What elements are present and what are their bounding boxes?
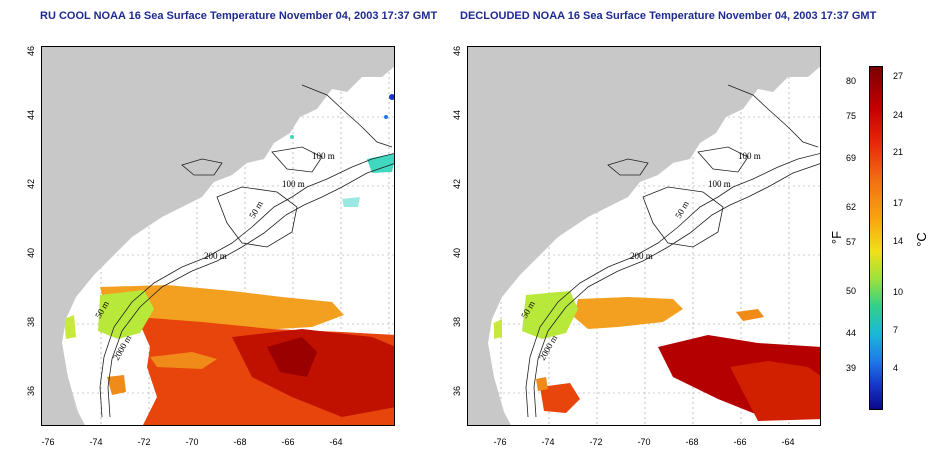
lat-tick: 36 [26,386,36,397]
lat-tick: 42 [452,179,462,190]
lon-tick: -70 [637,437,651,447]
lon-tick: -66 [733,437,747,447]
colorbar-f-tick: 62 [846,202,857,212]
colorbar-f-tick: 80 [846,76,857,86]
unit-celsius: °C [913,232,929,247]
colorbar-f-tick: 50 [846,286,857,296]
land-mass [42,47,394,425]
lat-tick: 40 [452,248,462,259]
temperature-colorbar [869,66,883,410]
colorbar-c-tick: 21 [893,147,904,157]
contour-label-100m-b: 100 m [708,179,731,189]
lon-tick: -72 [589,437,603,447]
sst-map-raw-canvas: 100 m 100 m 50 m 200 m 50 m 2000 m [42,47,394,425]
colorbar-f-tick: 57 [846,237,857,247]
contour-label-50m-a: 50 m [673,199,691,220]
land-island [207,143,272,165]
lon-tick: -74 [89,437,103,447]
contour-label-50m-a: 50 m [247,199,265,220]
sst-data-declouded [494,291,820,421]
lat-tick: 46 [26,46,36,57]
lon-tick: -64 [781,437,795,447]
lat-tick: 40 [26,248,36,259]
lon-tick: -74 [541,437,555,447]
contour-label-200m: 200 m [204,251,227,261]
lon-tick: -72 [137,437,151,447]
land-island [633,143,698,165]
lon-tick: -66 [281,437,295,447]
lat-tick: 46 [452,46,462,57]
colorbar-c-tick: 14 [893,236,904,246]
colorbar-c-tick: 17 [893,198,904,208]
left-map-title: RU COOL NOAA 16 Sea Surface Temperature … [40,10,438,22]
colorbar-f-tick: 44 [846,328,857,338]
sst-data-raw [64,94,394,425]
lat-tick: 38 [26,317,36,328]
contour-label-100m-a: 100 m [312,151,335,161]
sst-map-declouded[interactable]: 100 m 100 m 50 m 200 m 50 m 2000 m [467,46,821,426]
colorbar-f-tick: 39 [846,363,857,373]
unit-fahrenheit: °F [829,230,845,245]
colorbar-c-tick: 7 [893,325,899,335]
colorbar-f-tick: 75 [846,111,857,121]
colorbar-c-tick: 27 [893,71,904,81]
contour-label-2000m: 2000 m [111,333,133,362]
lon-tick: -68 [685,437,699,447]
right-map-title: DECLOUDED NOAA 16 Sea Surface Temperatur… [460,10,877,22]
lon-tick: -76 [493,437,507,447]
lat-tick: 38 [452,317,462,328]
bathymetry-contours [99,84,394,418]
sst-map-raw[interactable]: 100 m 100 m 50 m 200 m 50 m 2000 m [41,46,395,426]
lat-tick: 42 [26,179,36,190]
lon-tick: -76 [41,437,55,447]
lon-tick: -70 [185,437,199,447]
lat-tick: 36 [452,386,462,397]
land-mass [468,47,820,425]
lat-tick: 44 [452,110,462,121]
lon-tick: -64 [329,437,343,447]
colorbar-c-tick: 4 [893,363,899,373]
lon-tick: -68 [233,437,247,447]
sst-map-declouded-canvas: 100 m 100 m 50 m 200 m 50 m 2000 m [468,47,820,425]
contour-label-100m-b: 100 m [282,179,305,189]
lat-tick: 44 [26,110,36,121]
contour-label-200m: 200 m [630,251,653,261]
colorbar-c-tick: 24 [893,110,904,120]
colorbar-f-tick: 69 [846,153,857,163]
bathymetry-contours [525,84,820,418]
colorbar-c-tick: 10 [893,287,904,297]
contour-label-100m-a: 100 m [738,151,761,161]
